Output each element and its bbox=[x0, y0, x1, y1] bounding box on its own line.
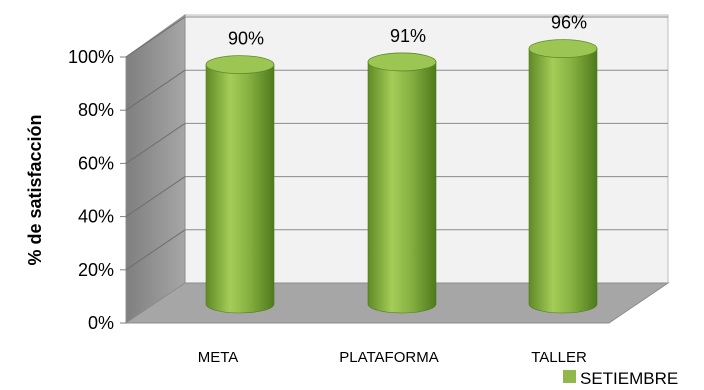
legend-swatch bbox=[563, 370, 576, 383]
y-tick-label: 100% bbox=[68, 47, 114, 67]
category-label: PLATAFORMA bbox=[339, 349, 438, 366]
gridline-side bbox=[125, 176, 186, 218]
bar-top bbox=[528, 39, 598, 59]
y-tick-label: 60% bbox=[78, 153, 114, 173]
y-tick-label: 40% bbox=[78, 207, 114, 227]
gridline-side bbox=[125, 229, 186, 271]
bar-body bbox=[205, 64, 275, 314]
category-label: TALLER bbox=[531, 349, 587, 366]
bar-body bbox=[367, 61, 437, 314]
data-label: 91% bbox=[390, 26, 426, 46]
gridline-side bbox=[125, 69, 186, 111]
y-tick-label: 20% bbox=[78, 260, 114, 280]
bars: 90% 91% 96% bbox=[205, 13, 598, 314]
y-axis-ticks: 0% 20% 40% 60% 80% 100% bbox=[68, 47, 126, 333]
y-axis-label: % de satisfacción bbox=[25, 114, 45, 265]
y-tick-label: 80% bbox=[78, 100, 114, 120]
data-label: 96% bbox=[551, 13, 587, 33]
bar bbox=[528, 39, 598, 314]
gridline-side bbox=[125, 122, 186, 164]
bar bbox=[205, 55, 275, 314]
legend: SETIEMBRE bbox=[563, 369, 678, 388]
bar-top bbox=[205, 55, 275, 74]
side-wall bbox=[125, 14, 186, 324]
x-axis-categories: META PLATAFORMA TALLER bbox=[198, 349, 587, 366]
bar bbox=[367, 52, 437, 314]
category-label: META bbox=[198, 349, 239, 366]
bar-top bbox=[367, 52, 437, 72]
bar-body bbox=[528, 48, 598, 314]
y-tick-label: 0% bbox=[88, 313, 114, 333]
legend-label: SETIEMBRE bbox=[580, 369, 678, 388]
gridline-side bbox=[125, 16, 186, 58]
data-label: 90% bbox=[228, 29, 264, 49]
